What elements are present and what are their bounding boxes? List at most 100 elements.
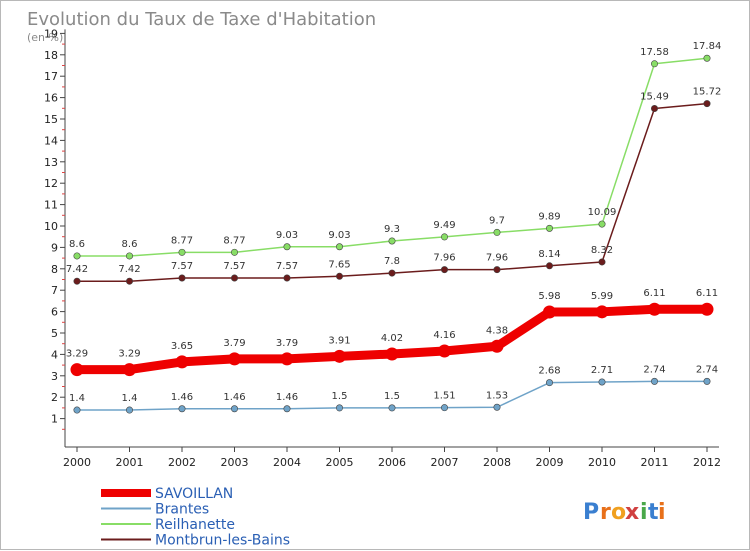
x-tick-label: 2009: [536, 456, 564, 469]
y-tick-label: 11: [44, 199, 58, 212]
data-point: [493, 403, 501, 411]
logo-letter: P: [583, 500, 599, 525]
x-tick-label: 2000: [63, 456, 91, 469]
y-tick-label: 14: [44, 134, 58, 147]
data-point: [648, 302, 661, 316]
data-label: 15.49: [640, 92, 669, 103]
data-point: [228, 352, 241, 366]
data-label: 7.96: [433, 253, 455, 264]
data-point: [280, 352, 294, 366]
data-point: [650, 105, 658, 113]
data-label: 9.89: [538, 211, 560, 222]
x-tick-label: 2002: [168, 456, 196, 469]
data-point: [490, 339, 504, 353]
data-label: 6.11: [643, 288, 665, 299]
y-tick-label: 5: [51, 327, 58, 340]
data-point: [178, 274, 186, 282]
data-point: [126, 406, 134, 414]
data-label: 7.96: [486, 253, 508, 264]
data-label: 7.57: [171, 261, 193, 272]
data-point: [283, 243, 291, 251]
data-label: 1.5: [332, 391, 348, 402]
data-point: [438, 344, 451, 358]
legend: SAVOILLANBrantesReilhanetteMontbrun-les-…: [101, 486, 290, 549]
logo-letter: r: [600, 500, 611, 525]
data-point: [73, 252, 81, 260]
chart-subtitle: (en %): [27, 31, 63, 44]
data-point: [126, 277, 134, 285]
data-point: [178, 405, 186, 413]
data-label: 17.84: [693, 41, 722, 52]
data-label: 5.99: [591, 291, 613, 302]
legend-label: Reilhanette: [155, 517, 235, 533]
y-tick-label: 3: [51, 370, 58, 383]
data-point: [388, 269, 396, 277]
legend-label: Montbrun-les-Bains: [155, 533, 290, 549]
x-tick-label: 2008: [483, 456, 511, 469]
data-label: 4.38: [486, 325, 508, 336]
y-tick-label: 19: [44, 27, 58, 40]
x-tick-label: 2005: [326, 456, 354, 469]
data-point: [70, 363, 84, 377]
data-label: 3.29: [118, 349, 140, 360]
data-point: [73, 277, 81, 285]
data-label: 9.03: [276, 230, 298, 241]
data-label: 4.02: [381, 333, 403, 344]
x-tick-label: 2003: [221, 456, 249, 469]
data-label: 7.57: [276, 261, 298, 272]
data-label: 7.57: [223, 261, 245, 272]
data-point: [231, 405, 239, 413]
y-tick-label: 12: [44, 177, 58, 190]
data-point: [333, 349, 346, 363]
data-point: [283, 274, 291, 282]
data-point: [123, 363, 136, 377]
data-point: [388, 404, 396, 412]
data-label: 9.03: [328, 230, 350, 241]
data-label: 1.51: [433, 391, 455, 402]
y-tick-label: 13: [44, 156, 58, 169]
data-label: 1.4: [122, 393, 138, 404]
data-point: [545, 262, 553, 270]
data-point: [440, 233, 448, 241]
data-point: [388, 237, 396, 245]
data-label: 2.68: [538, 366, 560, 377]
data-label: 1.46: [171, 392, 193, 403]
data-label: 1.46: [276, 392, 298, 403]
data-point: [700, 302, 714, 316]
data-point: [440, 266, 448, 274]
data-point: [231, 248, 239, 256]
y-tick-label: 6: [51, 306, 58, 319]
data-label: 3.79: [223, 338, 245, 349]
data-point: [545, 224, 553, 232]
data-point: [650, 60, 658, 68]
data-label: 5.98: [538, 291, 560, 302]
data-point: [335, 404, 343, 412]
y-tick-label: 16: [44, 92, 58, 105]
data-label: 4.16: [433, 330, 455, 341]
data-point: [545, 379, 553, 387]
data-label: 8.32: [591, 245, 613, 256]
data-point: [126, 252, 134, 260]
data-point: [440, 404, 448, 412]
x-tick-label: 2011: [641, 456, 669, 469]
x-tick-label: 2010: [588, 456, 616, 469]
data-label: 6.11: [696, 288, 718, 299]
y-tick-label: 17: [44, 70, 58, 83]
y-tick-label: 18: [44, 49, 58, 62]
data-label: 7.8: [384, 256, 400, 267]
data-label: 2.71: [591, 365, 613, 376]
y-tick-label: 15: [44, 113, 58, 126]
data-point: [703, 377, 711, 385]
data-label: 1.5: [384, 391, 400, 402]
data-point: [598, 258, 606, 266]
y-tick-label: 1: [51, 413, 58, 426]
logo-letter: i: [658, 500, 666, 525]
y-tick-label: 8: [51, 263, 58, 276]
data-point: [385, 347, 399, 361]
y-tick-label: 4: [51, 348, 58, 361]
data-labels: 8.6 8.6 8.77 8.77 9.03 9.03 9.3 9.49 9.7 9.89 10.0…: [66, 41, 721, 404]
data-label: 1.4: [69, 393, 85, 404]
y-tick-label: 7: [51, 284, 58, 297]
data-label: 1.46: [223, 392, 245, 403]
data-label: 3.79: [276, 338, 298, 349]
